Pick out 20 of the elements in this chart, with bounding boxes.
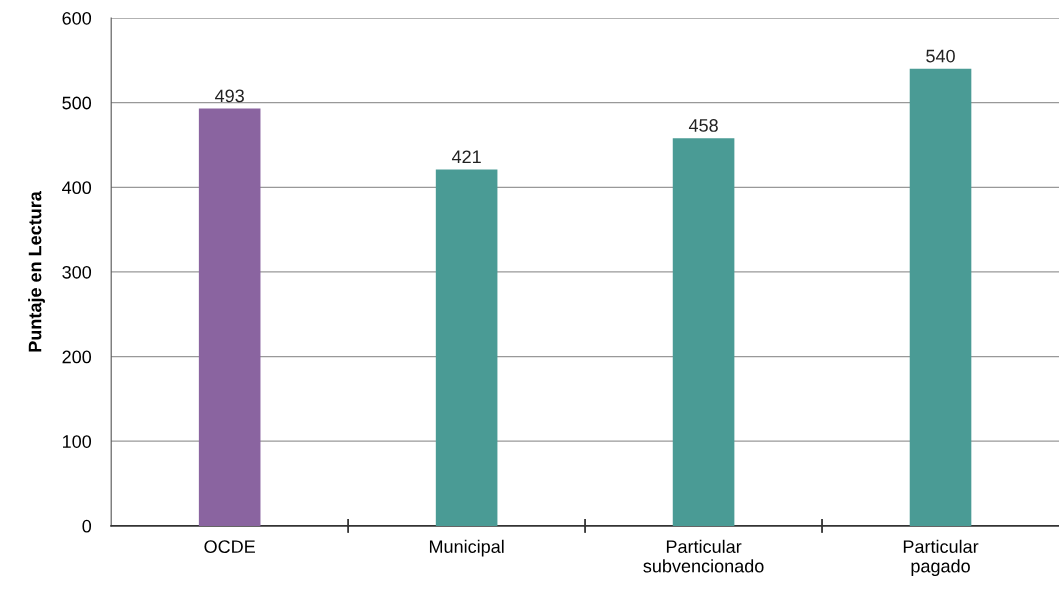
y-tick-label: 0 [82,519,92,533]
y-tick-label: 300 [62,265,92,279]
data-label: 493 [215,89,244,103]
y-tick-label: 100 [63,435,92,448]
data-label: 458 [688,119,718,132]
bar [198,108,261,526]
bar [435,169,498,526]
y-tick-label: 400 [62,181,92,195]
y-tick-label: 600 [62,11,92,25]
x-tick-label: Municipal [429,539,504,557]
y-axis-title: Puntaje en Lectura [28,191,45,352]
data-label: 540 [926,49,955,63]
x-tick-label: OCDE [204,540,255,554]
y-tick-label: 200 [62,350,92,364]
y-tick-label: 500 [62,96,92,110]
x-tick-label: Particular pagado [903,539,979,577]
bar [672,138,735,526]
data-label: 421 [451,150,481,164]
bar [909,68,972,526]
x-tick-label: Particular subvencionado [643,539,764,573]
